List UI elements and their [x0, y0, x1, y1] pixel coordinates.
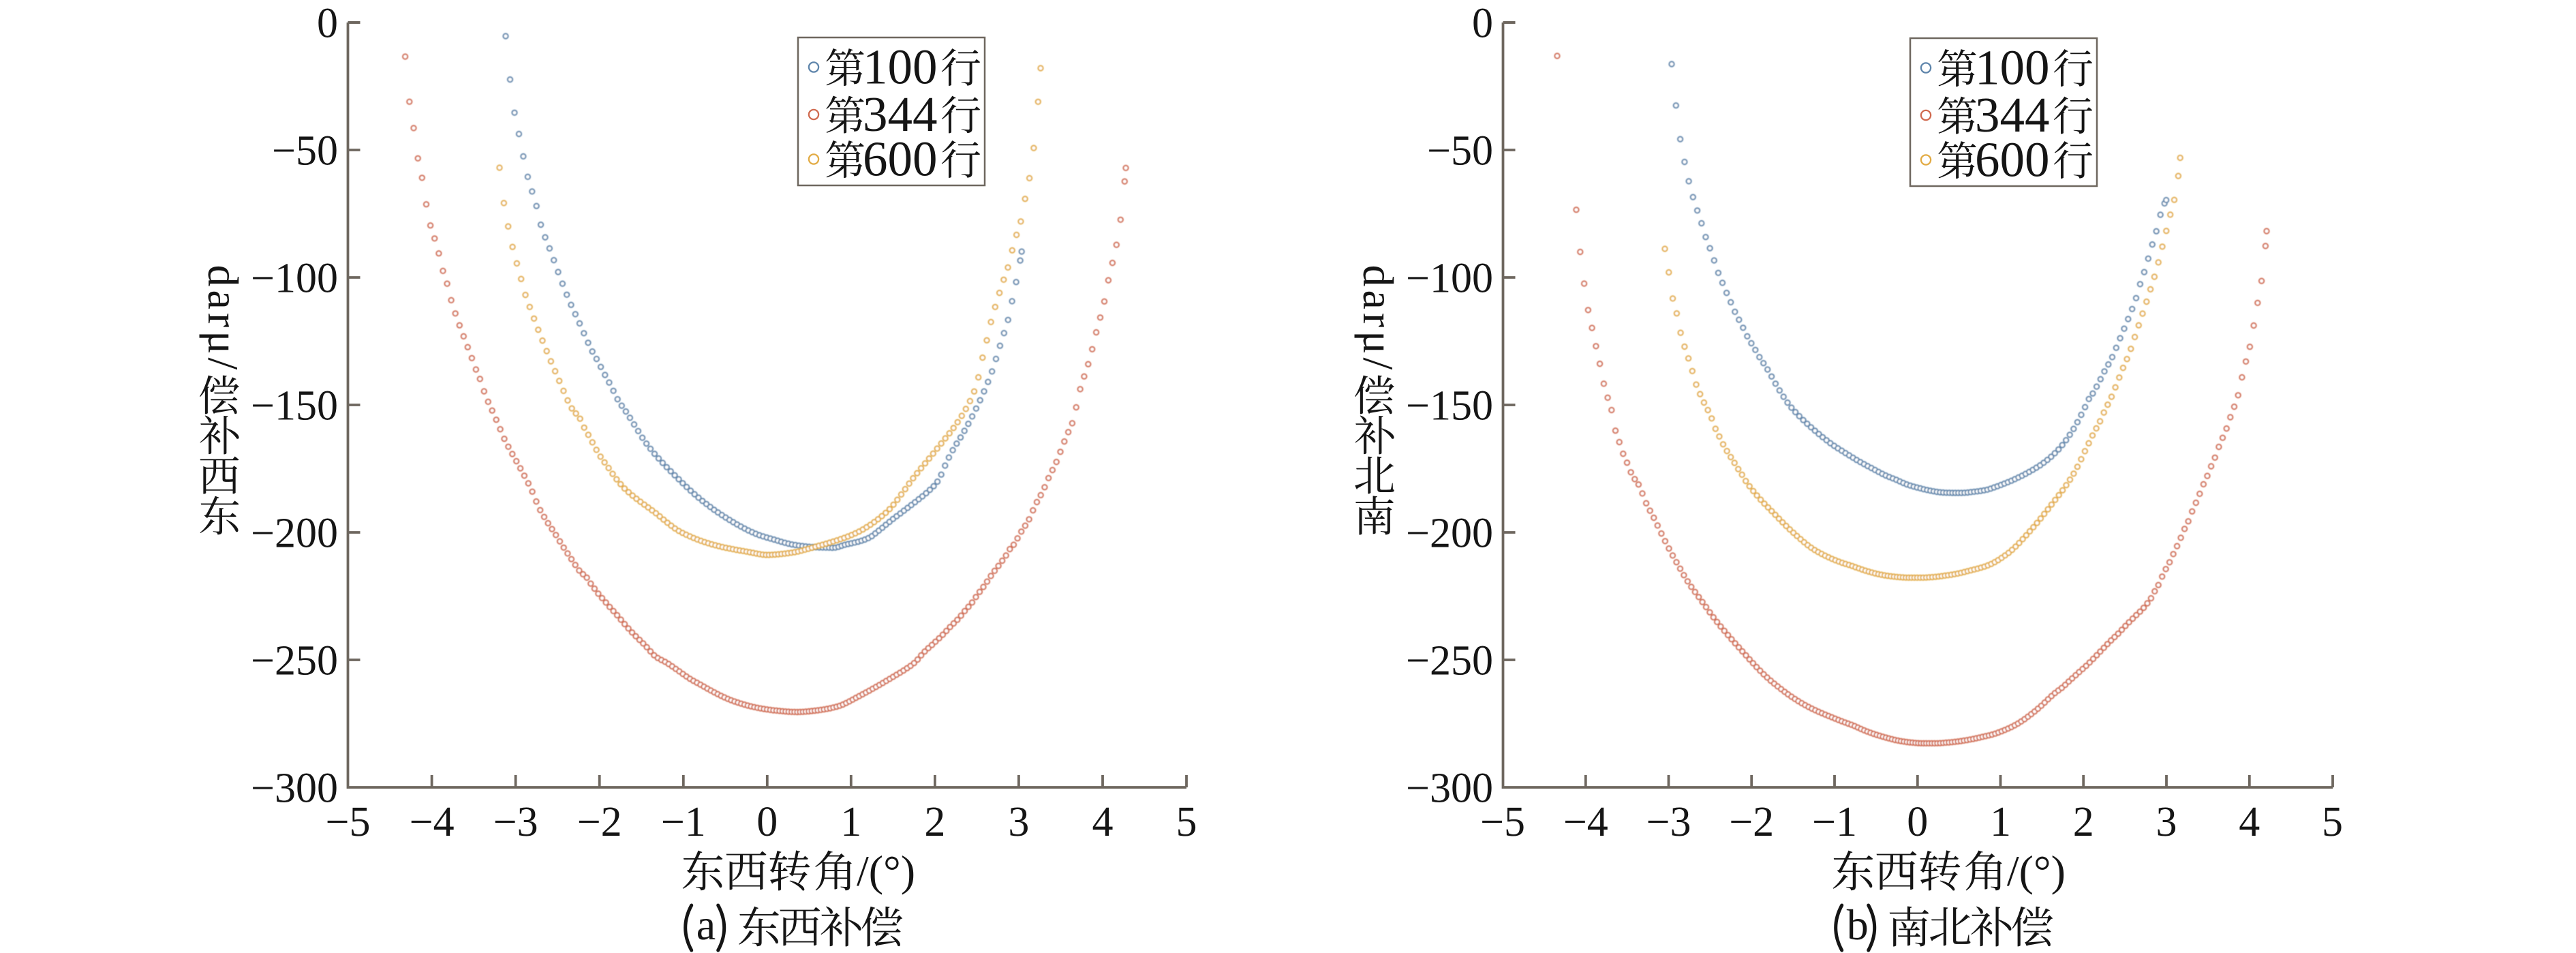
svg-text:0: 0 [756, 799, 778, 845]
svg-text:3: 3 [2156, 799, 2177, 845]
svg-text:2: 2 [924, 799, 945, 845]
svg-text:darμ/: darμ/ [199, 265, 247, 374]
svg-text:−250: −250 [251, 638, 338, 684]
svg-text:600: 600 [1975, 132, 2050, 187]
svg-text:1: 1 [1990, 799, 2011, 845]
svg-text:100: 100 [863, 40, 938, 95]
svg-text:−50: −50 [272, 128, 338, 175]
svg-text:3: 3 [1008, 799, 1029, 845]
svg-text:−200: −200 [251, 511, 338, 557]
svg-text:344: 344 [863, 87, 938, 142]
svg-text:4: 4 [1092, 799, 1114, 845]
svg-text:−100: −100 [251, 256, 338, 302]
svg-text:−150: −150 [1406, 383, 1493, 429]
svg-text:−250: −250 [1406, 638, 1493, 684]
svg-text:−300: −300 [1406, 766, 1493, 812]
svg-text:600: 600 [863, 132, 938, 187]
svg-text:−1: −1 [661, 799, 706, 845]
svg-text:/(°): /(°) [857, 847, 915, 895]
svg-text:0: 0 [317, 1, 338, 47]
svg-text:−1: −1 [1812, 799, 1857, 845]
svg-text:−3: −3 [1646, 799, 1691, 845]
svg-text:1: 1 [840, 799, 861, 845]
svg-text:0: 0 [1907, 799, 1928, 845]
svg-text:/(°): /(°) [2007, 847, 2066, 895]
svg-text:b: b [1847, 901, 1869, 949]
svg-text:−100: −100 [1406, 256, 1493, 302]
svg-text:a: a [696, 901, 716, 949]
svg-text:−50: −50 [1427, 128, 1493, 175]
svg-text:2: 2 [2073, 799, 2094, 845]
svg-text:−5: −5 [326, 799, 371, 845]
svg-text:−150: −150 [251, 383, 338, 429]
svg-text:−4: −4 [410, 799, 455, 845]
svg-text:−4: −4 [1563, 799, 1608, 845]
svg-text:−200: −200 [1406, 511, 1493, 557]
svg-text:4: 4 [2239, 799, 2260, 845]
svg-text:−3: −3 [493, 799, 538, 845]
svg-text:5: 5 [2322, 799, 2343, 845]
svg-text:−2: −2 [577, 799, 622, 845]
svg-text:344: 344 [1975, 87, 2050, 142]
svg-text:−2: −2 [1729, 799, 1774, 845]
svg-text:−5: −5 [1480, 799, 1525, 845]
svg-text:100: 100 [1975, 40, 2050, 95]
svg-text:0: 0 [1472, 1, 1493, 47]
svg-text:darμ/: darμ/ [1354, 265, 1402, 374]
svg-text:5: 5 [1176, 799, 1197, 845]
svg-text:−300: −300 [251, 766, 338, 812]
